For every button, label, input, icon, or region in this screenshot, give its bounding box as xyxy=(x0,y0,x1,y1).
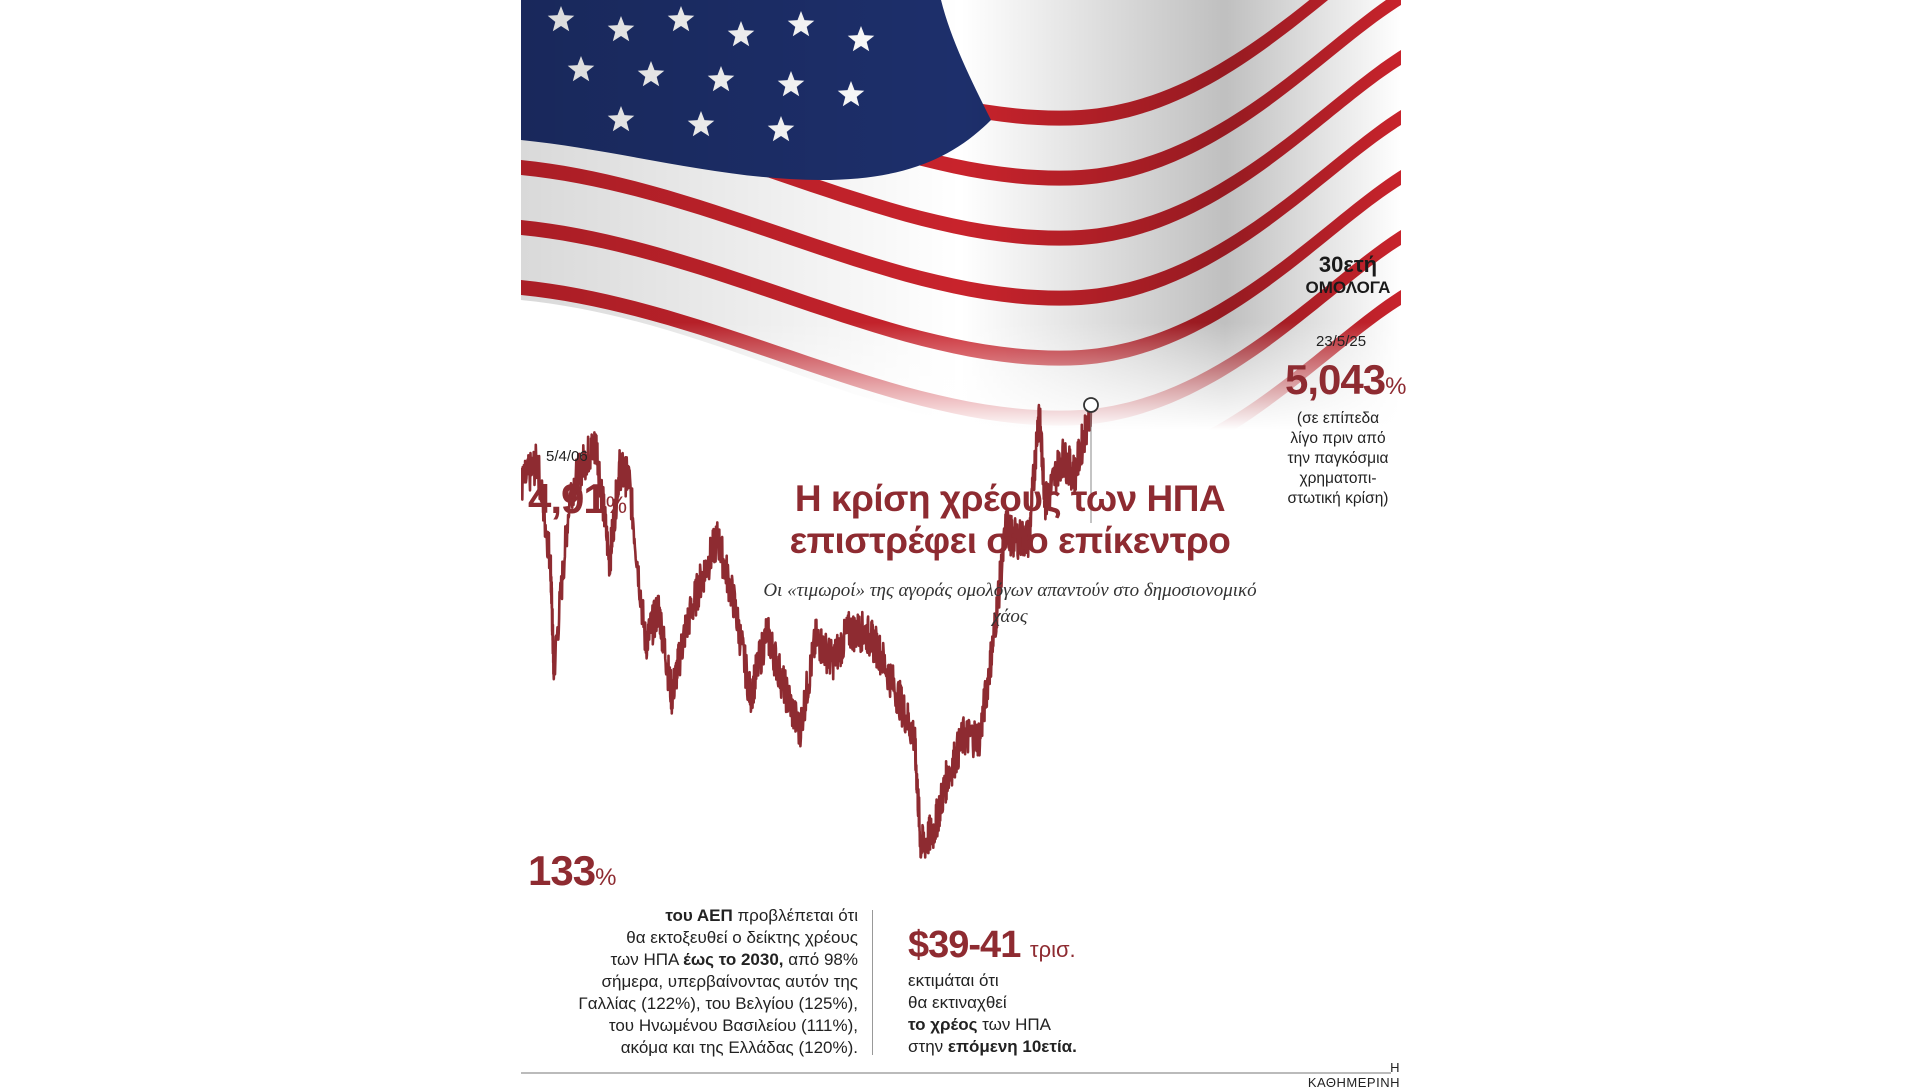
gdp-text: του Ηνωμένου Βασιλείου (111%), xyxy=(608,1016,858,1035)
gdp-text: θα εκτοξευθεί ο δείκτης χρέους xyxy=(626,928,858,947)
debt-text: των ΗΠΑ xyxy=(977,1015,1052,1034)
debt-stat-text: εκτιμάται ότι θα εκτιναχθεί το χρέος των… xyxy=(908,970,1108,1058)
subheadline: Οι «τιμωροί» της αγοράς ομολόγων απαντού… xyxy=(763,580,1257,627)
gdp-stat-text: του ΑΕΠ προβλέπεται ότι θα εκτοξευθεί ο … xyxy=(528,905,858,1059)
end-value-unit: % xyxy=(1385,373,1407,400)
start-date: 5/4/06 xyxy=(546,448,588,465)
start-value-number: 4,91 xyxy=(528,475,607,522)
us-flag-illustration xyxy=(521,0,1401,430)
end-value: 5,043% xyxy=(1285,357,1406,410)
end-note-line: (σε επίπεδα xyxy=(1296,410,1380,427)
end-point-marker xyxy=(1083,397,1099,413)
gdp-text: ακόμα και της Ελλάδας (120%). xyxy=(620,1038,858,1057)
end-note: (σε επίπεδα λίγο πριν από την παγκόσμια … xyxy=(1273,409,1403,509)
start-value: 4,91% xyxy=(528,476,627,529)
end-note-line: στωτική κρίση) xyxy=(1287,490,1389,507)
end-note-line: λίγο πριν από xyxy=(1290,430,1386,447)
debt-stat-value: $39-41 τρισ. xyxy=(908,922,1076,973)
series-label-line1: 30ετή xyxy=(1318,252,1378,277)
gdp-text: από 98% xyxy=(783,950,858,969)
gdp-stat-value: 133% xyxy=(528,848,616,901)
end-value-number: 5,043 xyxy=(1285,356,1386,403)
debt-text: στην xyxy=(908,1037,948,1056)
gdp-text: των ΗΠΑ xyxy=(610,950,684,969)
end-date: 23/5/25 xyxy=(1316,333,1367,350)
yield-series-line xyxy=(521,398,1093,859)
gdp-text-bold: του ΑΕΠ xyxy=(665,906,733,925)
series-label: 30ετή ΟΜΟΛΟΓΑ xyxy=(1283,253,1413,299)
gdp-text: Γαλλίας (122%), του Βελγίου (125%), xyxy=(578,994,858,1013)
gdp-text-bold: έως το 2030, xyxy=(683,950,784,969)
credit-line: Η ΚΑΘΗΜΕΡΙΝΗ xyxy=(1307,1060,1400,1090)
gdp-stat-unit: % xyxy=(595,864,617,891)
debt-text: θα εκτιναχθεί xyxy=(908,993,1007,1012)
bond-yield-chart xyxy=(521,397,1099,859)
headline: Η κρίση χρέους των ΗΠΑ επιστρέφει στο επ… xyxy=(789,478,1231,561)
end-note-line: την παγκόσμια xyxy=(1287,450,1389,467)
debt-text-bold: επόμενη 10ετία. xyxy=(947,1037,1077,1056)
start-value-unit: % xyxy=(605,492,628,519)
gdp-stat-number: 133 xyxy=(528,847,596,894)
debt-text-bold: το χρέος xyxy=(908,1015,978,1034)
stat-divider xyxy=(872,910,873,1055)
debt-stat-number: $39-41 xyxy=(908,924,1021,966)
gdp-text: σήμερα, υπερβαίνοντας αυτόν της xyxy=(601,972,858,991)
debt-text: εκτιμάται ότι xyxy=(908,971,999,990)
gdp-text: προβλέπεται ότι xyxy=(732,906,858,925)
end-note-line: χρηματοπι- xyxy=(1299,470,1377,487)
debt-stat-unit: τρισ. xyxy=(1029,937,1076,962)
series-label-line2: ΟΜΟΛΟΓΑ xyxy=(1305,278,1391,297)
bottom-rule xyxy=(521,1072,1391,1074)
